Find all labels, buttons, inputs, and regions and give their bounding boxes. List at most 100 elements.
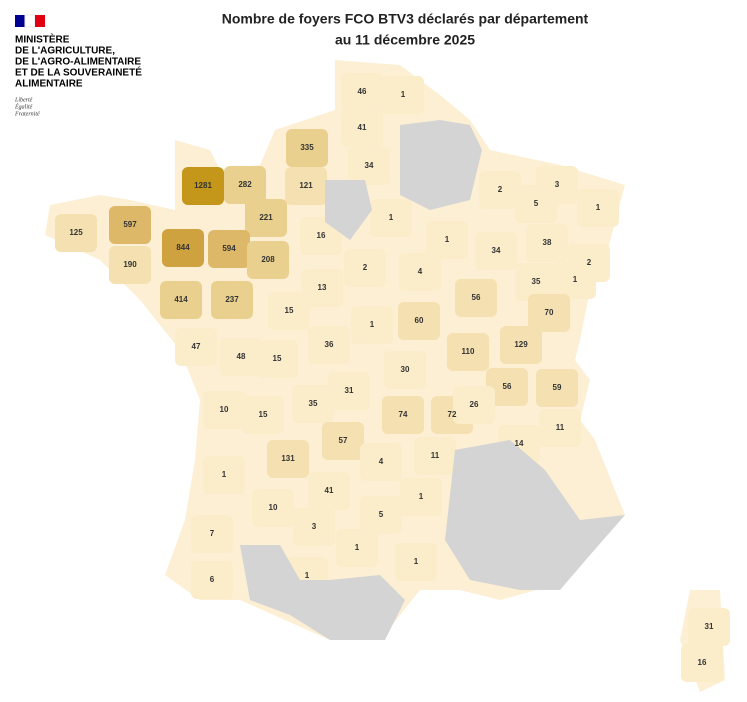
department-value: 5 [534,199,539,208]
logo [15,14,45,28]
department [351,306,393,344]
flag-red [35,15,45,27]
department-value: 31 [345,386,354,395]
department [308,326,350,364]
department-value: 7 [210,529,215,538]
department [336,529,378,567]
department-value: 11 [556,423,565,432]
ministry-line: MINISTÈRE [15,33,70,46]
department-value: 26 [470,400,479,409]
department [399,253,441,291]
no-data-region [325,180,372,240]
department [242,396,284,434]
department [203,391,245,429]
department [500,326,542,364]
department [191,515,233,553]
department-value: 594 [222,244,236,253]
department-value: 121 [299,181,313,190]
department [382,76,424,114]
department [109,246,151,284]
department [384,351,426,389]
department-value: 38 [543,238,552,247]
ministry-line: ALIMENTAIRE [15,79,83,90]
department-value: 129 [514,340,528,349]
department-value: 47 [192,342,201,351]
department [382,396,424,434]
department-value: 597 [123,220,137,229]
department [109,206,151,244]
department [245,199,287,237]
department-value: 1 [355,543,360,552]
department [160,281,202,319]
department-value: 3 [555,180,560,189]
department [256,340,298,378]
department-value: 237 [225,295,239,304]
department-value: 4 [418,267,423,276]
department-value: 56 [472,293,481,302]
department [293,508,335,546]
department-value: 5 [379,510,384,519]
department [453,386,495,424]
department-value: 282 [238,180,252,189]
department-value: 31 [705,622,714,631]
department [486,368,528,406]
department-value: 110 [462,347,475,356]
department [426,221,468,259]
department [285,167,327,205]
department-value: 59 [553,383,562,392]
department-value: 34 [492,246,501,255]
department-value: 844 [176,243,190,252]
department [528,294,570,332]
department [322,422,364,460]
department [247,241,289,279]
department [414,437,456,475]
motto: Liberté [14,97,33,103]
department [175,328,217,366]
title: au 11 décembre 2025 [335,32,475,48]
department [162,229,204,267]
ministry-line: DE L'AGRICULTURE, [15,46,115,57]
department [395,543,437,581]
department-value: 36 [325,340,334,349]
department-value: 2 [363,263,368,272]
department [568,244,610,282]
department-value: 2 [498,185,503,194]
department [360,443,402,481]
department-value: 15 [273,354,282,363]
department-value: 1 [445,235,450,244]
department-value: 1 [573,275,578,284]
department [360,496,402,534]
department-value: 131 [281,454,295,463]
department [341,73,383,111]
department [536,369,578,407]
department [341,109,383,147]
ministry-line: DE L'AGRO-ALIMENTAIRE [15,57,141,68]
department [208,230,250,268]
department-value: 1 [596,203,601,212]
department-value: 56 [503,382,512,391]
department-value: 16 [317,231,326,240]
department [398,302,440,340]
department [203,456,245,494]
department-value: 1 [222,470,227,479]
department-value: 1281 [194,181,212,190]
department-value: 221 [259,213,273,222]
department [348,147,390,185]
department [688,608,730,646]
department-value: 72 [448,410,457,419]
department-value: 6 [210,575,215,584]
department [681,644,723,682]
department-value: 15 [259,410,268,419]
no-data-region [240,545,405,640]
department-value: 57 [339,436,348,445]
department [577,189,619,227]
department [479,171,521,209]
department [400,478,442,516]
title: Nombre de foyers FCO BTV3 déclarés par d… [222,11,589,27]
department-value: 74 [399,410,408,419]
department [515,185,557,223]
department [224,166,266,204]
department [268,292,310,330]
